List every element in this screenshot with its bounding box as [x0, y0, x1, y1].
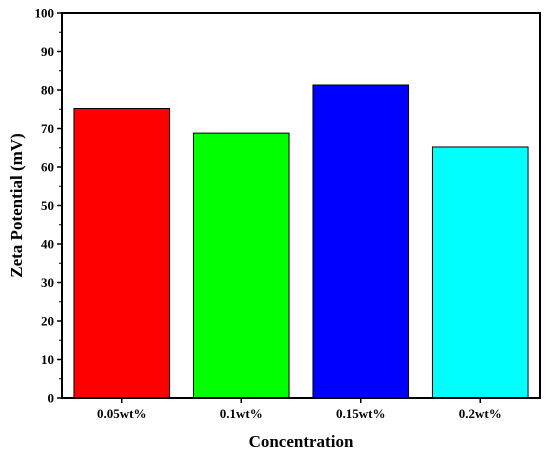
x-tick-label: 0.2wt%	[459, 406, 502, 421]
y-ticks-group: 0 10 20 30 40 50 60 70 80 90 100	[35, 6, 62, 406]
y-tick-label: 0	[48, 391, 55, 406]
bar-1	[192, 132, 290, 399]
bars-group	[73, 84, 529, 399]
y-tick-label: 10	[41, 352, 54, 367]
y-axis-title: Zeta Potential (mV)	[7, 133, 26, 277]
y-tick-label: 100	[35, 6, 55, 21]
y-tick-label: 40	[41, 237, 54, 252]
x-ticks-group: 0.05wt% 0.1wt% 0.15wt% 0.2wt%	[97, 398, 502, 421]
x-tick-label: 0.05wt%	[97, 406, 146, 421]
bar-2	[312, 84, 410, 399]
x-tick-label: 0.1wt%	[220, 406, 263, 421]
y-tick-label: 80	[41, 83, 54, 98]
y-tick-label: 20	[41, 314, 54, 329]
x-axis-title: Concentration	[249, 432, 354, 451]
y-tick-label: 50	[41, 198, 54, 213]
bar-0	[73, 107, 171, 399]
y-tick-label: 30	[41, 275, 54, 290]
y-tick-label: 60	[41, 160, 54, 175]
x-tick-label: 0.15wt%	[336, 406, 385, 421]
bar-3	[431, 146, 529, 399]
y-tick-label: 70	[41, 121, 54, 136]
y-tick-label: 90	[41, 44, 54, 59]
